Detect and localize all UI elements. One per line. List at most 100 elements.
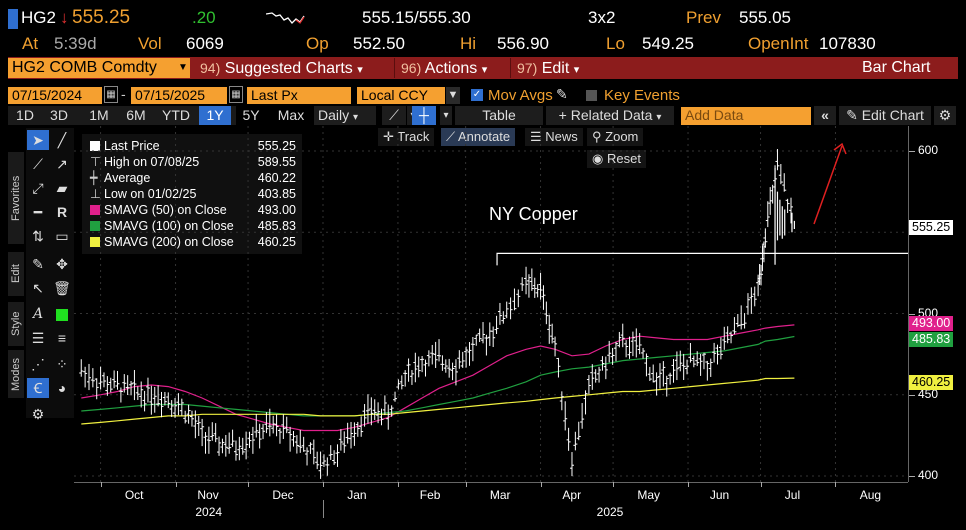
legend-low: ⊥ Low on 01/02/25 [90,187,197,201]
period-ytd[interactable]: YTD [162,107,190,123]
legend-sma100: SMAVG (100) on Close [90,219,234,234]
chart-annotation[interactable]: NY Copper [489,204,578,224]
crosshair-line-icon[interactable]: ╱ [57,132,67,148]
legend-value: 460.22 [257,171,296,185]
legend-value: 485.83 [257,219,296,233]
pencil-icon: ✎ [846,107,858,123]
select-arrow-icon[interactable]: ↖ [32,280,44,296]
start-date-field[interactable]: 07/15/2024 [8,87,102,104]
font-style-icon[interactable]: A [32,306,44,322]
sma100-line [81,335,795,417]
price-chart[interactable] [74,126,908,482]
line-chart-icon[interactable]: ⟋ [382,106,406,125]
period-1y[interactable]: 1Y [199,106,231,125]
period-6m[interactable]: 6M [126,107,146,123]
y-tick-label: 400 [918,468,939,482]
table-button[interactable]: Table [455,106,543,125]
tab-modes[interactable]: Modes [8,350,24,398]
actions-button[interactable]: 96) Actions ▾ [394,58,493,78]
annotate-button[interactable]: ⟋ Annotate [441,128,516,146]
security-field[interactable]: HG2 COMB Comdty [8,58,190,78]
line-weight-icon[interactable]: ☰ [31,330,45,346]
reset-button[interactable]: ◉ Reset [587,150,646,168]
chart-legend: Last Price 555.25 ⊤ High on 07/08/25 589.… [82,134,302,254]
period-1m[interactable]: 1M [89,107,109,123]
bar-style-dropdown-icon[interactable]: ▾ [440,106,452,125]
related-data-button[interactable]: + Related Data ▾ [546,106,674,125]
legend-average: ┿ Average [90,171,151,185]
trash-icon[interactable]: 🗑 [53,280,71,296]
news-button[interactable]: ☰ News [525,128,583,146]
x-month-label: Nov [197,488,219,502]
add-data-input[interactable]: Add Data [681,107,811,125]
low-price: 549.25 [642,34,694,53]
bar-chart-icon[interactable]: ┼ [412,106,436,125]
mov-avgs-checkbox[interactable]: ✓ [471,89,483,101]
bid-ask-size: 3x2 [588,8,616,27]
suggested-charts-button[interactable]: 94) Suggested Charts ▾ [200,60,363,77]
vol-label: Vol [138,34,162,53]
field-selector[interactable]: Last Px [247,87,351,104]
x-month-label: Dec [272,488,294,502]
draw-pencil-icon[interactable]: ✎ [32,256,44,272]
edit-chart-button[interactable]: ✎ Edit Chart [839,106,931,125]
move-icon[interactable]: ✥ [56,256,68,272]
segment-icon[interactable]: ⤢ [32,180,44,196]
channel-icon[interactable]: ▰ [56,180,68,196]
cursor-arrow-icon[interactable]: ➤ [27,130,49,150]
period-1d[interactable]: 1D [16,107,34,123]
x-tick [688,482,690,487]
sma200-line [81,377,795,425]
period-5y[interactable]: 5Y [242,107,260,123]
x-month-label: Apr [562,488,582,502]
point-icon[interactable]: ⁘ [56,356,68,372]
tools-gear-icon[interactable]: ⚙ [31,406,45,422]
currency-selector[interactable]: Local CCY [357,87,445,104]
security-dropdown-icon[interactable]: ▼ [178,62,188,73]
magnet-icon[interactable]: Ꞓ [27,378,49,398]
frequency-selector[interactable]: Daily ▾ [314,106,376,125]
fibonacci-icon[interactable]: ⇅ [32,228,44,244]
end-date-field[interactable]: 07/15/2025 [131,87,227,104]
dotted-line-icon[interactable]: ⋰ [31,356,45,372]
key-events-label: Key Events [604,87,680,104]
legend-value: 589.55 [257,155,296,169]
trendline-icon[interactable]: ⟋ [33,156,43,172]
open-interest: 107830 [819,34,876,53]
y-tick [909,476,915,477]
tab-edit[interactable]: Edit [8,252,24,296]
suggested-dropdown-icon: ▾ [357,64,363,76]
period-3d[interactable]: 3D [50,107,68,123]
edit-button[interactable]: 97) Edit ▾ [510,58,585,78]
palette-icon[interactable]: ◕ [57,380,67,396]
fill-color-icon[interactable] [51,304,73,324]
last-price-tag: 555.25 [909,219,954,235]
ray-icon[interactable]: ↗ [56,156,68,172]
rectangle-icon[interactable]: ▭ [55,228,69,244]
key-events-checkbox[interactable] [586,90,597,101]
text-tool-icon[interactable]: R [56,204,68,220]
currency-dropdown-icon[interactable]: ▼ [446,87,460,104]
open-price: 552.50 [353,34,405,53]
y-tick [909,313,915,315]
tab-style[interactable]: Style [8,302,24,346]
y-tick [909,394,915,396]
pencil-icon[interactable]: ✎ [556,86,568,102]
tab-favorites[interactable]: Favorites [8,152,24,244]
track-button[interactable]: ✛ Track [378,128,435,146]
legend-value: 403.85 [257,187,296,201]
horizontal-line-icon[interactable]: ━ [33,204,43,220]
x-month-label: Jun [709,488,730,502]
prev-close: 555.05 [739,8,791,27]
period-bar [8,106,236,125]
period-max[interactable]: Max [277,107,305,123]
x-tick [465,482,467,487]
ticker-marker [8,9,18,29]
collapse-chevrons-icon[interactable]: « [814,106,836,125]
legend-last-price: Last Price [90,139,160,154]
settings-gear-icon[interactable]: ⚙ [934,106,956,125]
x-year-label: 2025 [596,505,624,519]
calendar-icon[interactable]: ▦ [104,86,118,103]
calendar-icon[interactable]: ▦ [229,86,243,103]
line-style-icon[interactable]: ≡ [57,330,67,346]
